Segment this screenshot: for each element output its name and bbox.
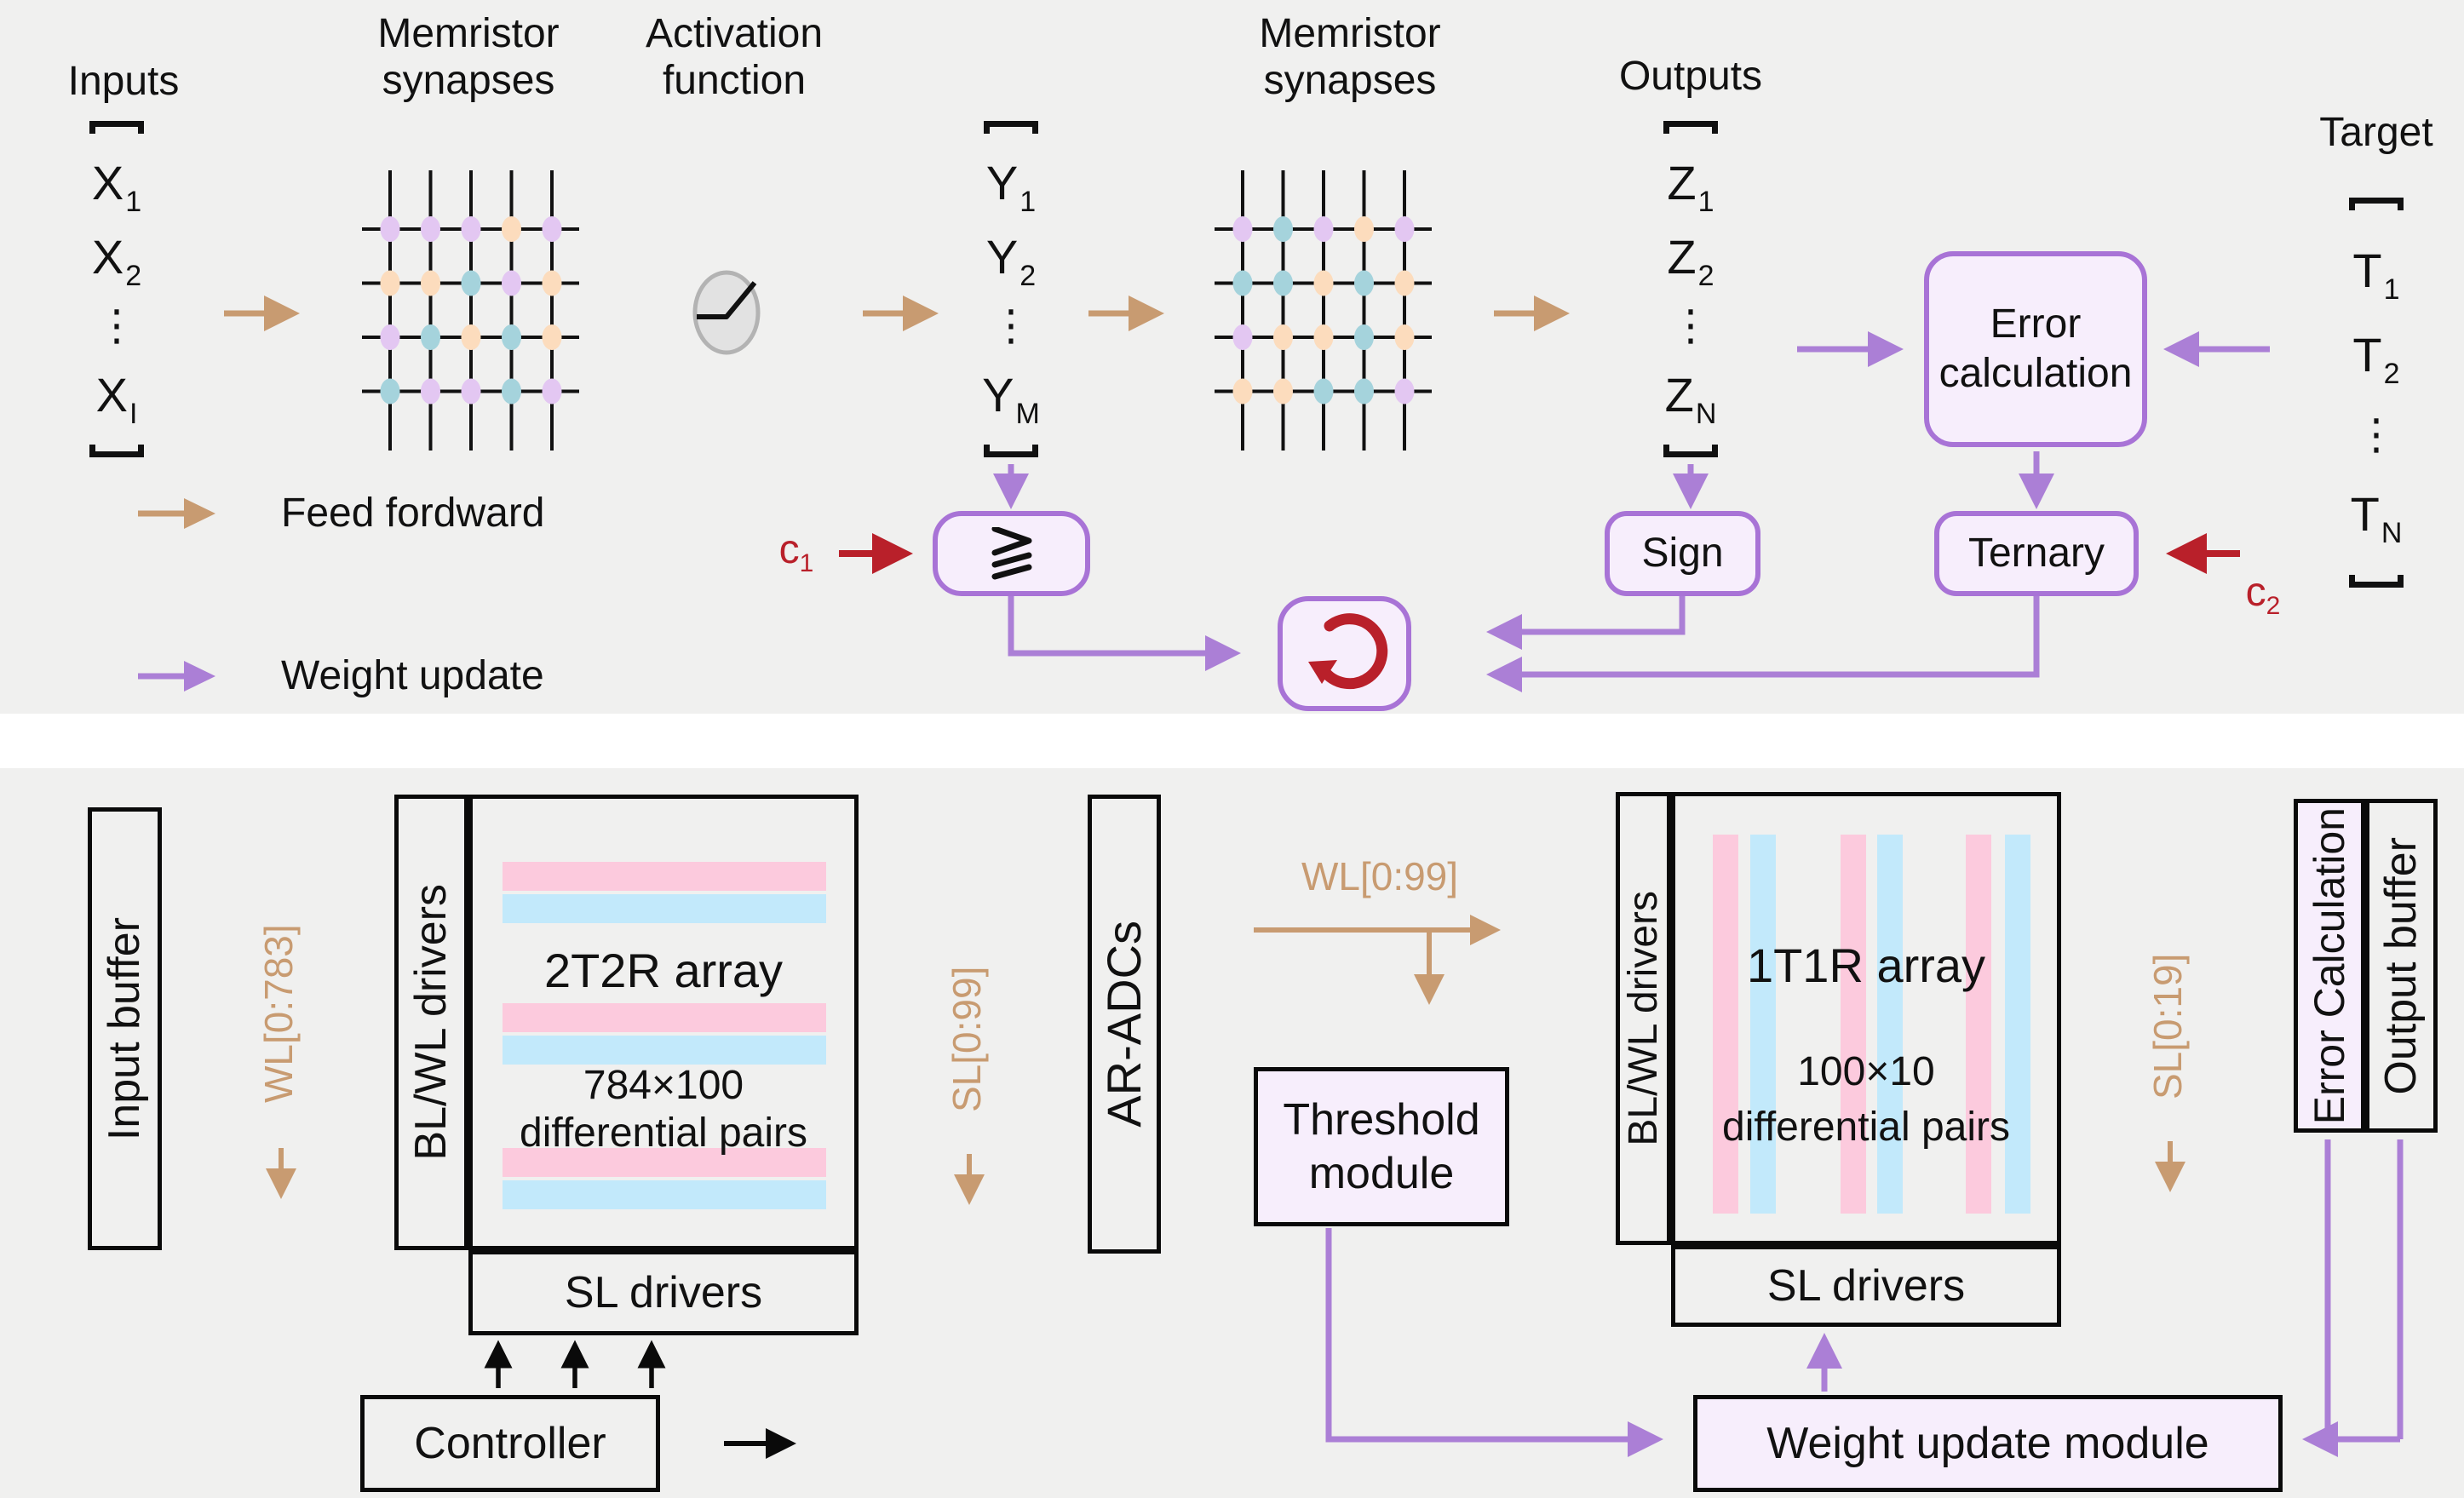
vector-element: XI bbox=[95, 367, 138, 430]
vector-bracket bbox=[2349, 198, 2404, 210]
c2-annotation: c2 bbox=[2245, 570, 2281, 620]
1t1r-array-box: 1T1R array 100×10 differential pairs bbox=[1671, 792, 2061, 1245]
sign-box: Sign bbox=[1605, 511, 1760, 596]
output-vector: Z1 Z2 ⋮ ZN bbox=[1644, 121, 1737, 457]
vector-bracket bbox=[1663, 444, 1718, 457]
vector-element: X1 bbox=[91, 156, 142, 219]
vector-bracket bbox=[2349, 575, 2404, 588]
target-label: Target bbox=[2319, 110, 2433, 155]
legend-item: Feed fordward bbox=[136, 490, 545, 537]
memory-stripe bbox=[1966, 835, 1991, 1214]
blwl-drivers-right-box: BL/WL drivers bbox=[1616, 792, 1671, 1245]
sign-label: Sign bbox=[1641, 531, 1724, 577]
2t2r-array-pairs: differential pairs bbox=[520, 1111, 807, 1156]
vector-element: X2 bbox=[91, 229, 142, 292]
vector-element: ZN bbox=[1664, 367, 1717, 430]
vector-bracket bbox=[1663, 121, 1718, 134]
vector-bracket bbox=[984, 444, 1038, 457]
memory-stripe bbox=[503, 1003, 826, 1032]
input-buffer-box: Input buffer bbox=[88, 807, 162, 1250]
hidden-vector: Y1 Y2 ⋮ YM bbox=[964, 121, 1058, 457]
threshold-op-box bbox=[933, 511, 1090, 596]
weight-update-loop-box bbox=[1278, 596, 1411, 711]
memory-stripe bbox=[1713, 835, 1738, 1214]
memory-stripe bbox=[503, 862, 826, 891]
legend-tan-arrow-icon bbox=[138, 497, 215, 529]
wl99-signal-label: WL[0:99] bbox=[1301, 854, 1459, 898]
memory-stripe bbox=[2005, 835, 2030, 1214]
vector-element: YM bbox=[982, 367, 1040, 430]
gte-icon bbox=[991, 527, 1031, 580]
vector-ellipsis: ⋮ bbox=[95, 301, 138, 350]
legend-purple-arrow-icon bbox=[138, 660, 215, 692]
ternary-label: Ternary bbox=[1967, 531, 2105, 577]
memory-stripe bbox=[503, 1148, 826, 1177]
memory-stripe bbox=[1877, 835, 1903, 1214]
vector-element: Y1 bbox=[985, 156, 1037, 219]
target-vector: T1 T2 ⋮ TN bbox=[2329, 198, 2423, 588]
memory-stripe bbox=[1841, 835, 1866, 1214]
blwl-drivers-left-box: BL/WL drivers bbox=[394, 795, 468, 1250]
sl-drivers-left-box: SL drivers bbox=[468, 1250, 859, 1335]
memory-stripe bbox=[503, 894, 826, 923]
vector-element: Z2 bbox=[1667, 229, 1714, 292]
legend-label: Feed fordward bbox=[281, 491, 545, 536]
vector-ellipsis: ⋮ bbox=[1669, 301, 1712, 350]
vector-element: T1 bbox=[2352, 244, 2400, 306]
vector-ellipsis: ⋮ bbox=[990, 301, 1032, 350]
vector-element: TN bbox=[2350, 487, 2403, 549]
2t2r-array-title: 2T2R array bbox=[543, 944, 784, 997]
vector-element: Z1 bbox=[1667, 156, 1714, 219]
error-calculation-box: Error calculation bbox=[1924, 251, 2147, 447]
outputs-label: Outputs bbox=[1618, 54, 1763, 99]
memory-stripe bbox=[503, 1180, 826, 1209]
legend-item: Weight update bbox=[136, 652, 544, 699]
vector-bracket bbox=[89, 444, 144, 457]
activation-function-title: Activation function bbox=[645, 11, 824, 104]
elbow-threshold-op-to-loop bbox=[1008, 596, 1241, 671]
ar-adcs-box: AR-ADCs bbox=[1088, 795, 1161, 1254]
legend-label: Weight update bbox=[281, 653, 544, 698]
vector-bracket bbox=[89, 121, 144, 134]
1t1r-array-pairs: differential pairs bbox=[1722, 1105, 2010, 1150]
2t2r-array-box: 2T2R array 784×100 differential pairs bbox=[468, 795, 859, 1250]
legend: Feed fordward Weight update bbox=[136, 490, 732, 728]
memristor-crossbar-2 bbox=[1199, 164, 1447, 457]
weight-update-module-box: Weight update module bbox=[1693, 1395, 2283, 1492]
vector-element: Y2 bbox=[985, 229, 1037, 292]
elbow-threshold-to-weight-update bbox=[1325, 1228, 1663, 1457]
sl-drivers-right-box: SL drivers bbox=[1671, 1245, 2061, 1327]
memristor-synapses-title-2: Memristor synapses bbox=[1259, 11, 1441, 104]
threshold-module-box: Threshold module bbox=[1254, 1067, 1509, 1226]
error-calculation-label: Error calculation bbox=[1938, 301, 2133, 396]
activation-function-icon bbox=[692, 270, 761, 355]
elbow-ternary-to-loop bbox=[1486, 596, 2040, 692]
controller-box: Controller bbox=[360, 1395, 660, 1492]
error-calculation-module-box: Error Calculation bbox=[2294, 799, 2365, 1133]
vector-bracket bbox=[984, 121, 1038, 134]
output-buffer-box: Output buffer bbox=[2365, 799, 2438, 1133]
2t2r-array-size: 784×100 bbox=[583, 1063, 744, 1108]
memristor-crossbar-1 bbox=[347, 164, 594, 457]
memory-stripe bbox=[503, 1036, 826, 1065]
vector-element: T2 bbox=[2352, 328, 2400, 390]
c1-annotation: c1 bbox=[778, 527, 814, 577]
inputs-label: Inputs bbox=[67, 59, 180, 104]
memory-stripe bbox=[1750, 835, 1776, 1214]
1t1r-array-title: 1T1R array bbox=[1746, 938, 1986, 992]
vector-ellipsis: ⋮ bbox=[2355, 410, 2398, 458]
elbow-sign-to-loop bbox=[1486, 596, 1686, 650]
memristor-synapses-title-1: Memristor synapses bbox=[377, 11, 560, 104]
1t1r-array-size: 100×10 bbox=[1797, 1049, 1935, 1094]
input-vector: X1 X2 ⋮ XI bbox=[70, 121, 164, 457]
loop-arrow-icon bbox=[1307, 613, 1387, 690]
ternary-box: Ternary bbox=[1934, 511, 2139, 596]
